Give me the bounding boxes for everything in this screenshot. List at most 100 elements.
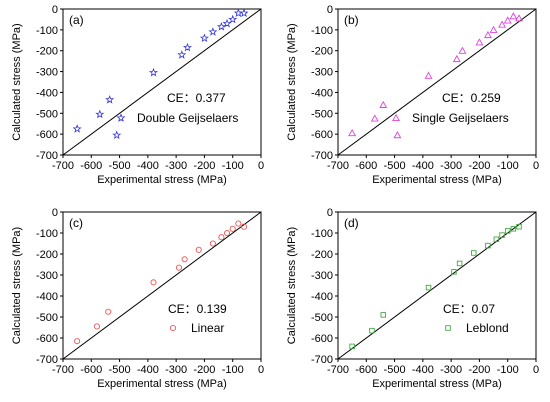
y-tick-label: 0 [327,4,333,16]
y-tick-label: -500 [311,108,333,120]
data-point [493,236,500,243]
data-point [95,109,105,119]
y-tick-label: -100 [311,25,333,37]
legend-marker-symbol [169,324,177,332]
y-tick-label: -500 [311,312,333,324]
data-point [369,327,375,334]
x-axis-label: Experimental stress (MPa) [372,378,502,390]
x-tick-label: 0 [533,160,539,172]
x-tick-label: 0 [258,364,264,376]
legend-marker [392,113,400,122]
y-tick-label: -700 [36,150,58,162]
data-point [475,38,484,46]
data-point [425,284,432,291]
data-point [240,223,248,230]
y-axis: 0 -100 -200 -300 -400 -500 -600 -700 [36,4,63,162]
y-tick-label: -100 [36,25,58,37]
x-tick-label: -300 [440,364,462,376]
x-tick-label: -400 [137,160,159,172]
y-tick-label: -500 [36,312,58,324]
data-point [380,312,387,318]
x-tick-label: -500 [384,364,406,376]
data-point [471,250,477,256]
data-point [485,242,491,249]
x-tick-label: -600 [355,364,377,376]
y-tick-label: -200 [311,46,333,58]
data-point [93,323,100,330]
data-points [348,12,523,139]
x-tick-label: -700 [52,160,74,172]
x-axis: -700 -600 -500 -400 -300 -200 -100 0 [52,155,264,172]
y-tick-label: -200 [36,46,58,58]
x-tick-label: -400 [137,364,159,376]
y-axis: 0 -100 -200 -300 -400 -500 -600 -700 [311,4,338,162]
plot-frame [62,8,262,156]
data-point [195,246,202,253]
reference-line [62,211,262,360]
x-tick-label: -100 [497,160,519,172]
panel-label: (d) [344,216,359,230]
y-tick-label: -300 [36,270,58,282]
y-tick-label: -700 [36,354,58,366]
legend-label: Leblond [466,321,509,335]
data-point [451,269,457,275]
y-tick-label: 0 [52,207,58,219]
y-tick-label: -600 [311,333,333,345]
y-axis: 0 -100 -200 -300 -400 -500 -600 -700 [36,207,63,366]
x-axis: -700 -600 -500 -400 -300 -200 -100 0 [52,359,264,376]
data-point [458,46,467,54]
y-axis: 0 -100 -200 -300 -400 -500 -600 -700 [311,207,338,366]
data-points [74,220,248,345]
y-tick-label: -600 [36,129,58,141]
x-axis-label: Experimental stress (MPa) [97,378,227,390]
data-point [370,114,379,122]
reference-line [62,8,262,156]
panel-label: (b) [344,13,359,27]
data-point [216,21,226,31]
x-axis-label: Experimental stress (MPa) [97,174,227,186]
x-tick-label: -100 [497,364,519,376]
y-tick-label: -400 [36,291,58,303]
x-tick-label: -500 [384,160,406,172]
data-points [349,223,522,350]
x-tick-label: 0 [258,160,264,172]
data-point [150,279,157,286]
data-points [72,8,249,140]
x-axis-label: Experimental stress (MPa) [372,174,502,186]
data-point [177,50,187,59]
data-point [349,343,355,350]
x-tick-label: -400 [412,364,434,376]
y-axis-label: Calculated stress (MPa) [11,227,23,344]
x-tick-label: -700 [52,364,74,376]
y-tick-label: -300 [311,270,333,282]
data-point [424,71,433,79]
data-point [483,30,492,39]
data-point [239,8,249,18]
x-tick-label: -300 [165,160,187,172]
data-point [489,25,498,33]
x-tick-label: -600 [80,364,102,376]
legend: Double Geijselaers [116,111,238,125]
x-tick-label: -500 [109,160,131,172]
data-point [181,256,188,263]
data-point [209,240,216,247]
y-tick-label: -500 [36,108,58,120]
data-point [456,260,463,267]
x-tick-label: -700 [327,364,349,376]
x-tick-label: -600 [355,160,377,172]
data-point [235,220,242,227]
y-tick-label: -300 [311,67,333,79]
x-tick-label: 0 [533,364,539,376]
legend-marker [169,324,177,332]
data-point [379,100,388,108]
x-axis: -700 -600 -500 -400 -300 -200 -100 0 [327,155,539,172]
data-point [516,223,522,230]
data-point [228,14,238,24]
legend-label: Single Geijselaers [412,111,509,125]
data-point [175,264,183,271]
y-tick-label: -200 [311,249,333,261]
data-point [224,229,231,237]
y-tick-label: -200 [36,249,58,261]
x-tick-label: -300 [440,160,462,172]
data-point [452,54,461,63]
